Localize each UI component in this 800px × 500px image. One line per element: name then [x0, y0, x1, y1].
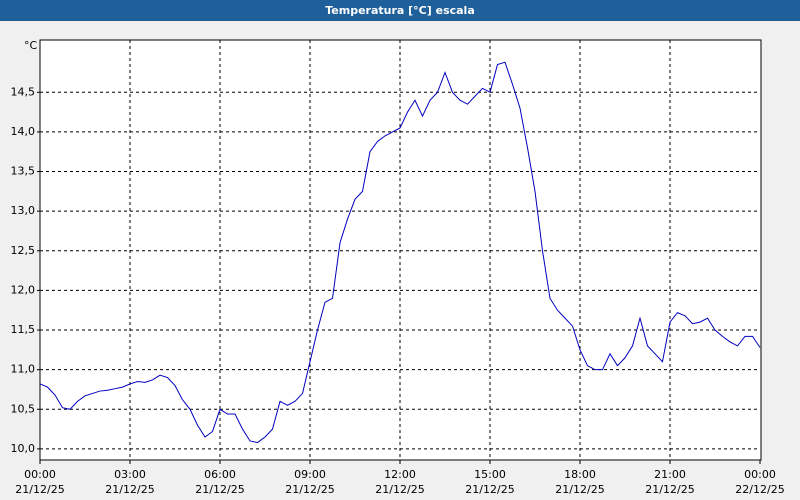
y-tick-label: 12,0: [11, 283, 36, 296]
x-tick-label: 09:00: [294, 468, 326, 481]
x-tick-date: 21/12/25: [285, 483, 334, 496]
x-tick-label: 03:00: [114, 468, 146, 481]
line-series: [39, 61, 761, 444]
x-tick-date: 21/12/25: [645, 483, 694, 496]
chart-title: Temperatura [°C] escala: [325, 4, 475, 17]
y-unit: °C: [24, 39, 38, 52]
y-tick-label: 13,5: [11, 165, 36, 178]
x-tick-date: 21/12/25: [465, 483, 514, 496]
y-tick-label: 10,5: [11, 402, 36, 415]
x-tick-date: 21/12/25: [195, 483, 244, 496]
y-tick-label: 13,0: [11, 204, 36, 217]
x-tick-date: 21/12/25: [555, 483, 604, 496]
x-tick-label: 00:00: [24, 468, 56, 481]
x-tick-date: 21/12/25: [15, 483, 64, 496]
y-tick-label: 11,5: [11, 323, 36, 336]
x-tick-label: 00:00: [744, 468, 776, 481]
x-tick-label: 06:00: [204, 468, 236, 481]
x-tick-date: 21/12/25: [375, 483, 424, 496]
x-tick-label: 15:00: [474, 468, 506, 481]
x-tick-date: 22/12/25: [735, 483, 784, 496]
y-tick-label: 12,5: [11, 244, 36, 257]
x-tick-label: 12:00: [384, 468, 416, 481]
y-tick-label: 14,5: [11, 85, 36, 98]
x-tick-date: 21/12/25: [105, 483, 154, 496]
y-tick-label: 10,0: [11, 442, 36, 455]
x-tick-label: 18:00: [564, 468, 596, 481]
x-tick-label: 21:00: [654, 468, 686, 481]
y-tick-label: 14,0: [11, 125, 36, 138]
y-tick-label: 11,0: [11, 363, 36, 376]
title-bar: [0, 0, 800, 21]
